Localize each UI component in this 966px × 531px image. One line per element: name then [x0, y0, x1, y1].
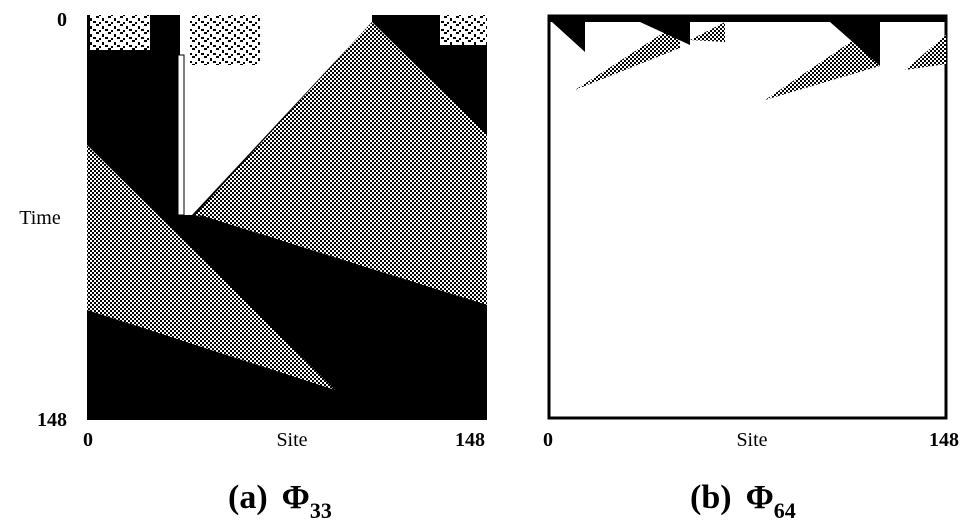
caption-symbol: Φ: [282, 479, 310, 516]
y-tick-label: 0: [57, 9, 67, 31]
x-tick-label: 0: [543, 429, 553, 451]
black-domain: [552, 22, 585, 52]
caption-symbol: Φ: [746, 479, 774, 516]
checker-domain: [195, 22, 487, 305]
panel-b: 0 Site 148 (b) Φ64: [543, 14, 959, 523]
caption-label: (a): [228, 479, 268, 516]
x-tick-label: 148: [455, 429, 485, 451]
x-axis-label: Site: [276, 429, 307, 451]
caption: (a) Φ33: [228, 479, 332, 523]
panel-a: 0 148 Time 0 Site 148 (a) Φ33: [19, 9, 487, 523]
black-domain: [640, 22, 690, 45]
caption: (b) Φ64: [690, 479, 796, 523]
spacetime-background: [547, 14, 948, 420]
black-domain: [830, 22, 880, 66]
x-tick-label: 0: [83, 429, 93, 451]
caption-subscript: 64: [774, 498, 796, 523]
x-tick-label: 148: [929, 429, 959, 451]
initial-noise: [190, 15, 260, 65]
particle: [177, 54, 185, 216]
checker-domain: [87, 145, 335, 390]
checker-domain: [765, 22, 880, 100]
checker-domain: [690, 22, 725, 42]
caption-subscript: 33: [310, 498, 332, 523]
initial-noise: [440, 15, 487, 45]
caption-label: (b): [690, 479, 732, 516]
y-axis-label: Time: [19, 207, 61, 229]
black-domain: [87, 215, 487, 420]
y-tick-label: 148: [37, 409, 67, 431]
checker-domain: [575, 22, 680, 90]
checker-domain: [905, 35, 946, 70]
initial-noise: [90, 15, 150, 50]
x-axis-label: Site: [736, 429, 767, 451]
initial-row: [550, 16, 945, 22]
